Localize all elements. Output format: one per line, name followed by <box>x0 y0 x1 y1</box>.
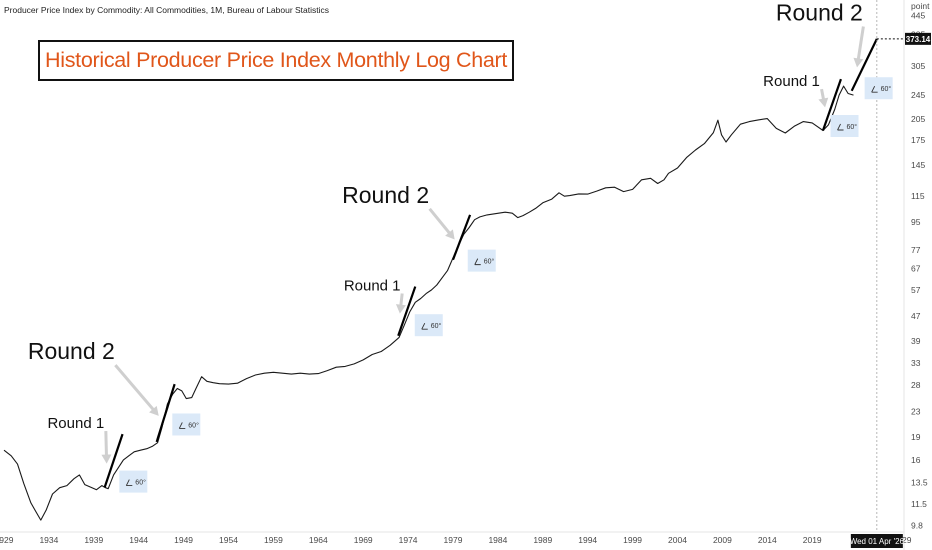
angle-box <box>830 114 859 137</box>
y-tick-label: 57 <box>911 285 921 295</box>
y-tick-label: 19 <box>911 432 921 442</box>
x-tick-label: 1974 <box>399 535 418 545</box>
angle-icon <box>421 322 428 330</box>
x-tick-label: 2004 <box>668 535 687 545</box>
x-tick-label: 1949 <box>174 535 193 545</box>
angle-value: 60° <box>847 123 858 131</box>
annotation-label: Round 2 <box>28 338 115 364</box>
y-tick-label: 145 <box>911 160 925 170</box>
annotation-arrow <box>395 293 406 314</box>
annotation-label: Round 2 <box>776 0 863 26</box>
angle-value: 60° <box>135 479 146 487</box>
x-tick-label: 1979 <box>444 535 463 545</box>
annotation-arrow <box>853 26 865 68</box>
angle-value: 60° <box>431 322 442 330</box>
trend-line <box>451 214 472 261</box>
y-tick-label: 77 <box>911 245 921 255</box>
chart-title: Historical Producer Price Index Monthly … <box>38 40 515 81</box>
last-price-tag <box>905 32 931 45</box>
angle-labels-layer: 60° 60° 60° 60° 60° 60° <box>119 77 893 493</box>
trend-line <box>821 78 842 131</box>
annotation-arrow <box>101 431 112 464</box>
x-tick-label: 1999 <box>623 535 642 545</box>
angle-box <box>467 249 496 272</box>
annotation-label: Round 1 <box>763 73 820 90</box>
y-tick-label: 205 <box>911 114 925 124</box>
x-tick-label: 1959 <box>264 535 283 545</box>
ppi-series-line <box>3 85 854 521</box>
angle-value: 60° <box>188 421 199 429</box>
annotation-arrow <box>114 364 159 416</box>
arrow-shape <box>101 431 112 464</box>
source-line: Producer Price Index by Commodity: All C… <box>4 5 329 15</box>
y-axis-label: point <box>911 1 930 11</box>
x-tick-label: 2019 <box>803 535 822 545</box>
angle-value: 60° <box>881 85 892 93</box>
y-tick-label: 67 <box>911 263 921 273</box>
trend-line <box>155 383 176 443</box>
arrow-shape <box>428 207 455 240</box>
y-axis[interactable]: 4453853052452051751451159577675747393328… <box>903 0 931 550</box>
x-tick-label: 2009 <box>713 535 732 545</box>
x-tick-label: 2014 <box>758 535 777 545</box>
angle-icon <box>474 258 481 266</box>
y-tick-label: 47 <box>911 311 921 321</box>
y-tick-label: 95 <box>911 217 921 227</box>
angle-icon <box>871 86 878 93</box>
x-tick-label: 1989 <box>533 535 552 545</box>
angle-icon <box>837 123 844 131</box>
annotation-label: Round 1 <box>344 278 401 295</box>
x-axis[interactable]: 1929 1934 1939 1944 1949 1954 1959 1964 1969 1974… <box>0 531 912 548</box>
arrow-shape <box>818 88 829 108</box>
x-tick-label: 1944 <box>129 535 148 545</box>
x-tick-label: 1984 <box>488 535 507 545</box>
x-tick-label: 1954 <box>219 535 238 545</box>
y-tick-label: 16 <box>911 455 921 465</box>
angle-box <box>414 314 443 337</box>
annotation-label: Round 2 <box>342 182 429 208</box>
y-tick-label: 13.5 <box>911 478 928 488</box>
angle-box <box>864 77 893 100</box>
x-tick-label: 1934 <box>39 535 58 545</box>
crosshair-date-tag <box>850 534 903 548</box>
annotation-arrow <box>818 88 829 108</box>
y-tick-label: 175 <box>911 135 925 145</box>
y-tick-label: 11.5 <box>911 499 927 509</box>
annotations-layer: Round 1 Round 2 Round 1 Round 2 Round 1 Round… <box>28 0 863 432</box>
y-tick-label: 28 <box>911 380 921 390</box>
x-tick-label: 1929 <box>0 535 14 545</box>
y-tick-label: 115 <box>911 191 925 201</box>
y-tick-label: 305 <box>911 61 925 71</box>
x-tick-label: 1964 <box>309 535 328 545</box>
angle-box <box>119 470 148 493</box>
series-layer <box>3 85 854 521</box>
arrow-shape <box>114 364 159 416</box>
y-tick-label: 9.8 <box>911 520 923 530</box>
angle-icon <box>125 479 133 487</box>
annotation-label: Round 1 <box>47 415 104 432</box>
y-tick-label: 445 <box>911 10 925 20</box>
angle-value: 60° <box>484 258 495 266</box>
trend-line <box>397 286 417 337</box>
x-tick-label: 1994 <box>578 535 597 545</box>
last-price-value: 373.14 <box>906 35 931 44</box>
angle-icon <box>178 422 186 429</box>
y-tick-label: 245 <box>911 90 925 100</box>
trend-line <box>103 433 124 489</box>
crosshair-date: Wed 01 Apr '26 <box>850 537 905 546</box>
annotation-arrow <box>428 207 455 240</box>
trend-line <box>850 38 878 92</box>
y-tick-label: 39 <box>911 336 921 346</box>
y-tick-label: 33 <box>911 358 921 368</box>
arrow-shape <box>395 293 406 314</box>
angle-box <box>172 413 201 436</box>
x-tick-label: 1969 <box>354 535 373 545</box>
x-tick-label: 1939 <box>84 535 103 545</box>
y-tick-label: 23 <box>911 406 921 416</box>
arrow-shape <box>853 26 865 68</box>
arrows-layer <box>101 26 865 464</box>
